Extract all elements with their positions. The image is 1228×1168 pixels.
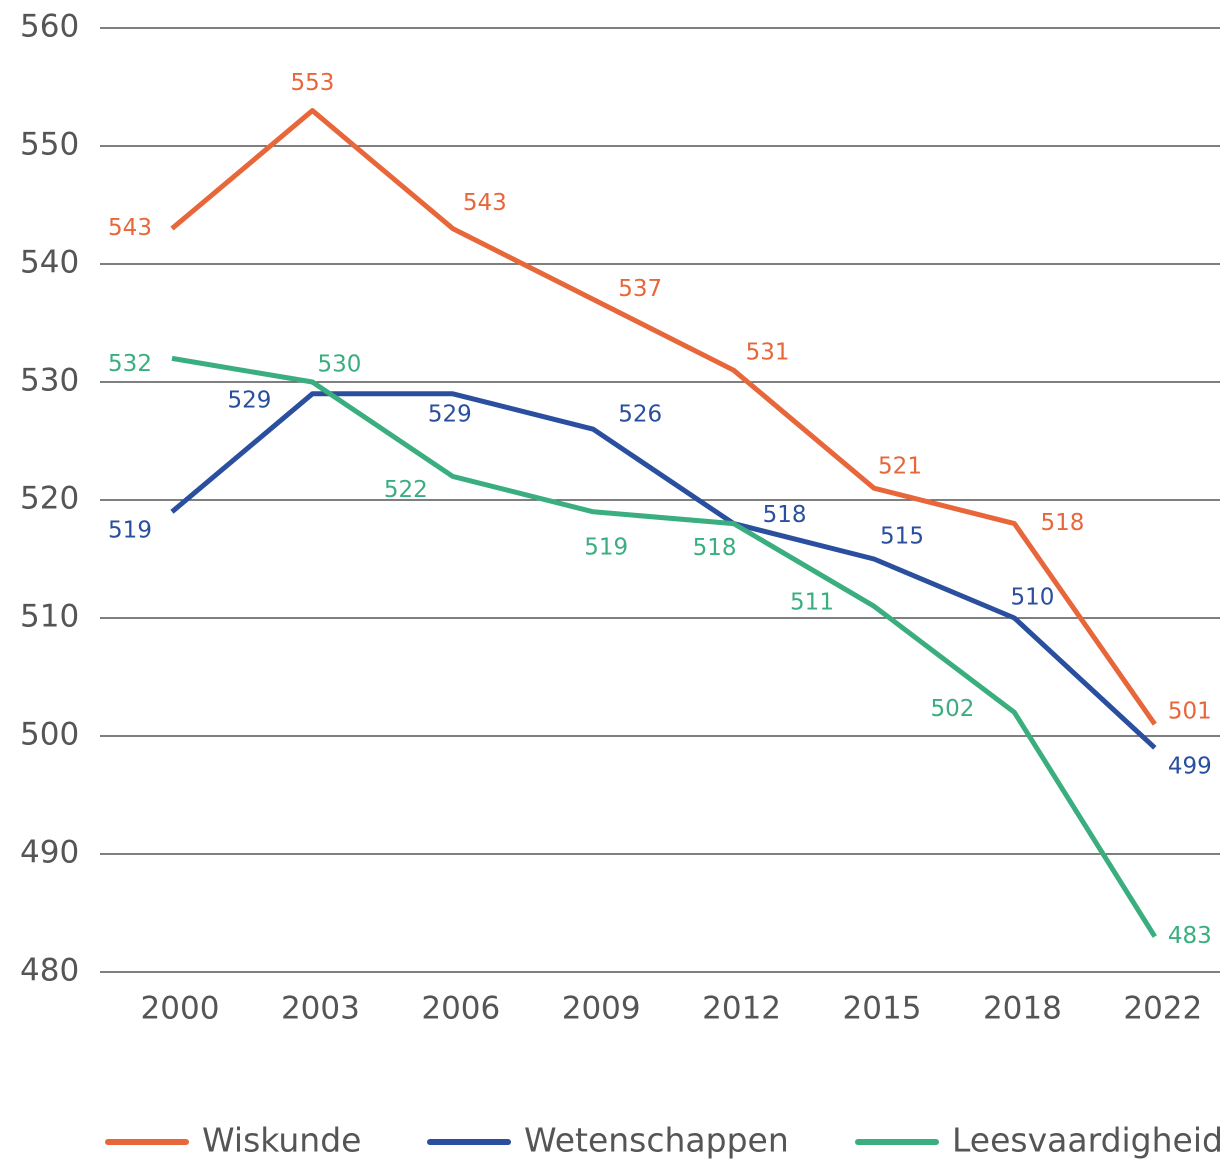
- series-line: [171, 355, 1157, 938]
- y-tick-label: 540: [20, 245, 79, 281]
- x-tick-label: 2018: [983, 991, 1062, 1027]
- x-tick-label: 2009: [562, 991, 641, 1027]
- data-label: 518: [763, 502, 807, 528]
- y-tick-label: 550: [20, 127, 79, 163]
- y-tick-label: 530: [20, 363, 79, 399]
- data-label: 515: [880, 524, 924, 550]
- data-label: 543: [108, 215, 152, 241]
- x-tick-label: 2003: [281, 991, 360, 1027]
- data-label: 529: [227, 387, 271, 413]
- y-tick-label: 500: [20, 717, 79, 753]
- data-label: 553: [290, 70, 334, 96]
- data-label: 526: [618, 402, 662, 428]
- data-label: 521: [878, 454, 922, 480]
- data-label: 519: [108, 517, 152, 543]
- data-label: 502: [930, 696, 974, 722]
- series-line: [170, 391, 1157, 750]
- data-label: 519: [584, 534, 628, 560]
- x-tick-label: 2015: [843, 991, 922, 1027]
- data-label: 510: [1010, 585, 1054, 611]
- y-tick-label: 480: [20, 953, 79, 989]
- legend-label: Leesvaardigheid: [952, 1121, 1223, 1160]
- x-tick-label: 2000: [141, 991, 220, 1027]
- data-label: 511: [790, 590, 834, 616]
- x-tick-label: 2006: [421, 991, 500, 1027]
- data-label: 483: [1168, 923, 1212, 949]
- data-label: 531: [746, 340, 790, 366]
- y-tick-label: 520: [20, 481, 79, 517]
- y-tick-label: 490: [20, 835, 79, 871]
- data-label: 543: [463, 190, 507, 216]
- data-label: 499: [1168, 753, 1212, 779]
- x-tick-label: 2022: [1123, 991, 1202, 1027]
- data-label: 529: [428, 401, 472, 427]
- data-label: 532: [108, 351, 152, 377]
- data-label: 522: [384, 477, 428, 503]
- data-label: 501: [1168, 699, 1212, 725]
- data-label: 518: [693, 535, 737, 561]
- series-line: [170, 108, 1157, 726]
- data-label: 537: [618, 276, 662, 302]
- legend-label: Wetenschappen: [524, 1121, 789, 1160]
- x-tick-label: 2012: [702, 991, 781, 1027]
- y-tick-label: 560: [20, 9, 79, 45]
- data-label: 518: [1040, 510, 1084, 536]
- legend-label: Wiskunde: [202, 1121, 361, 1160]
- y-tick-label: 510: [20, 599, 79, 635]
- data-label: 530: [317, 352, 361, 378]
